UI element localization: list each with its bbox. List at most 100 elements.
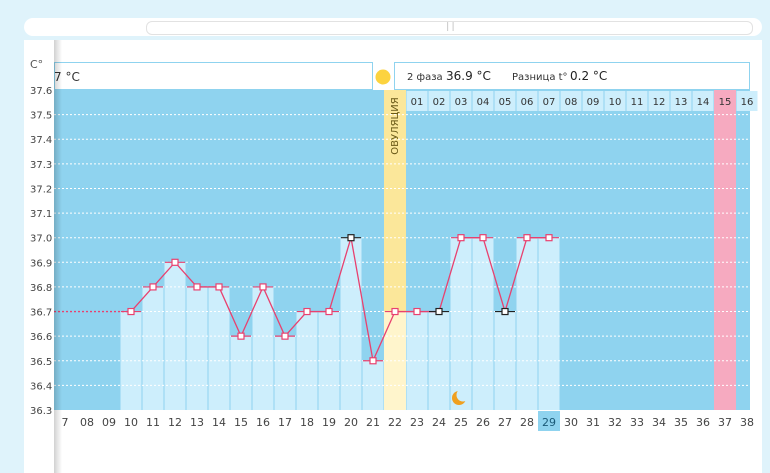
phase2-day-label: 02 (433, 97, 446, 108)
temperature-point[interactable] (391, 307, 399, 316)
temperature-point[interactable] (545, 234, 553, 242)
y-tick-label: 36.8 (30, 283, 52, 294)
phase1-summary-box (54, 62, 373, 90)
phase2-day-cell (714, 91, 736, 111)
temperature-point[interactable] (457, 234, 465, 242)
phase2-day-label: 14 (697, 97, 710, 108)
phase2-day-cell (736, 91, 758, 111)
temperature-point[interactable] (501, 307, 509, 316)
phase2-day-label: 05 (499, 97, 512, 108)
current-day-marker[interactable] (538, 411, 560, 431)
y-tick-label: 37.1 (30, 209, 52, 220)
horizontal-scrollbar[interactable]: || (24, 18, 762, 36)
temperature-bar (516, 237, 538, 410)
y-tick-label: 36.3 (30, 406, 52, 417)
y-tick-label: 36.5 (30, 357, 52, 368)
temperature-bar (274, 336, 296, 410)
temperature-bar (230, 336, 252, 410)
phase2-day-cell (494, 91, 516, 111)
cycle-day-label: 15 (234, 416, 248, 429)
ovulation-label: ОВУЛЯЦИЯ (390, 97, 401, 155)
temperature-point[interactable] (325, 307, 333, 316)
phase2-day-label: 13 (675, 97, 688, 108)
temperature-point[interactable] (281, 332, 289, 340)
cycle-day-label: 08 (80, 416, 94, 429)
y-tick-label: 37.0 (30, 234, 52, 245)
phase2-day-label: 01 (411, 97, 424, 108)
phase2-day-cell (516, 91, 538, 111)
cycle-day-label: 30 (564, 416, 578, 429)
temperature-bar (340, 237, 362, 410)
temperature-point[interactable] (149, 283, 157, 291)
y-tick-label: 37.4 (30, 135, 52, 146)
phase2-day-cell (670, 91, 692, 111)
cycle-day-label: 37 (718, 416, 732, 429)
phase2-day-label: 11 (631, 97, 644, 108)
phase2-day-label: 07 (543, 97, 556, 108)
moon-icon (452, 388, 470, 405)
cycle-day-label: 22 (388, 416, 402, 429)
temperature-point[interactable] (193, 283, 201, 291)
cycle-day-label: 27 (498, 416, 512, 429)
phase2-day-label: 16 (741, 97, 754, 108)
cycle-day-label: 21 (366, 416, 380, 429)
temperature-point[interactable] (369, 357, 377, 365)
scrollbar-grip-icon[interactable]: || (445, 22, 456, 32)
temperature-point[interactable] (259, 283, 267, 291)
cycle-day-label: 17 (278, 416, 292, 429)
temperature-bar (362, 360, 384, 410)
y-tick-label: 37.6 (30, 86, 52, 97)
temperature-bar (494, 311, 516, 410)
temperature-point[interactable] (479, 234, 487, 242)
temperature-bar (318, 311, 340, 410)
temperature-point[interactable] (435, 307, 443, 316)
temperature-bar (186, 286, 208, 410)
phase2-label: 2 фаза (407, 72, 443, 83)
highlight-day-band (714, 90, 736, 410)
y-tick-label: 36.9 (30, 258, 52, 269)
cycle-day-label: 7 (62, 416, 69, 429)
cycle-day-label: 20 (344, 416, 358, 429)
temperature-bar (252, 286, 274, 410)
temperature-point[interactable] (215, 283, 223, 291)
temperature-point[interactable] (413, 307, 421, 316)
cycle-day-label: 13 (190, 416, 204, 429)
phase2-day-label: 12 (653, 97, 666, 108)
cycle-day-label: 19 (322, 416, 336, 429)
phase2-day-cell (626, 91, 648, 111)
temperature-point[interactable] (347, 234, 355, 242)
footer-strip (54, 410, 750, 473)
temperature-point[interactable] (237, 332, 245, 340)
grid-lines (54, 114, 750, 386)
cycle-day-label: 11 (146, 416, 160, 429)
temperature-point[interactable] (303, 307, 311, 316)
cycle-day-label: 24 (432, 416, 446, 429)
phase2-day-cell (560, 91, 582, 111)
difference-label: Разница t° (512, 72, 568, 83)
temperature-bar (450, 237, 472, 410)
temperature-point[interactable] (171, 258, 179, 266)
cycle-day-label: 18 (300, 416, 314, 429)
phase2-day-cell (472, 91, 494, 111)
temperature-point[interactable] (523, 234, 531, 242)
cycle-day-label: 38 (740, 416, 754, 429)
phase2-day-cell (538, 91, 560, 111)
y-tick-label: 36.6 (30, 332, 52, 343)
scrollbar-thumb[interactable]: || (146, 21, 753, 35)
temperature-bar (406, 311, 428, 410)
difference-value: 0.2 °C (570, 69, 607, 83)
temperature-markers (121, 234, 559, 365)
phase2-day-label: 04 (477, 97, 490, 108)
cycle-day-label: 10 (124, 416, 138, 429)
sun-icon (375, 69, 391, 85)
phase2-day-cell (648, 91, 670, 111)
temperature-bar (472, 237, 494, 410)
y-tick-label: 37.5 (30, 111, 52, 122)
phase2-day-label: 06 (521, 97, 534, 108)
cycle-day-label: 31 (586, 416, 600, 429)
cycle-day-axis: 7 08 09 10 11 12 13 14 15 16 17 18 19 20 21 22 23 24 25 26 2… (62, 416, 755, 429)
temperature-bar (142, 286, 164, 410)
phase2-day-cell (582, 91, 604, 111)
y-tick-label: 36.4 (30, 381, 52, 392)
temperature-point[interactable] (127, 307, 135, 316)
